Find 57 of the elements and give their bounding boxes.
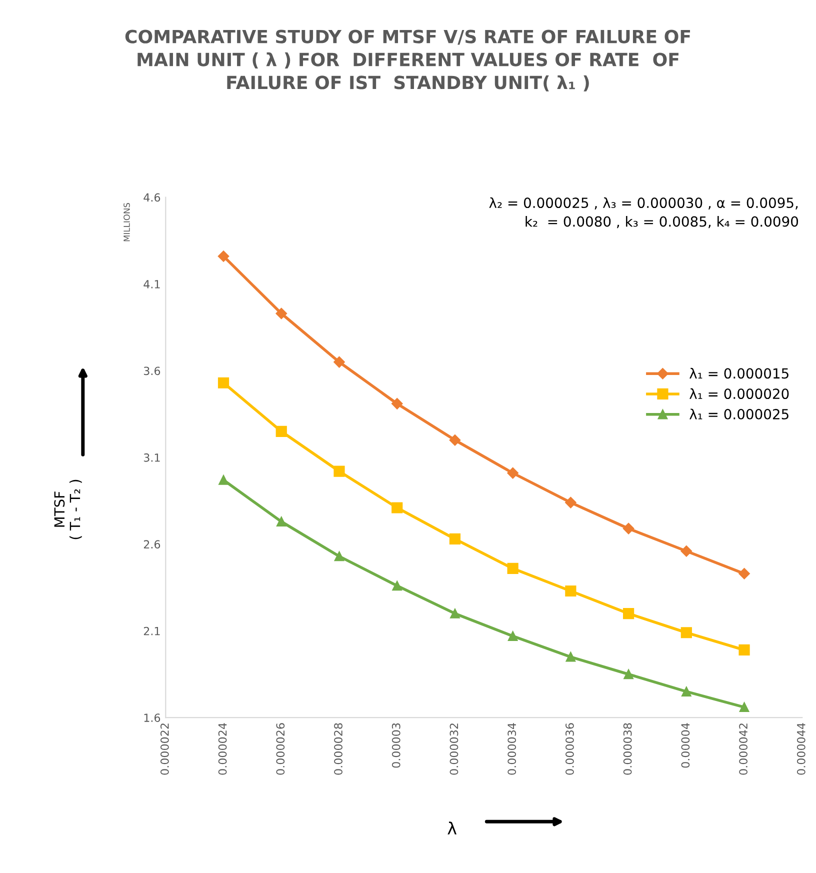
legend-label: λ₁ = 0.000020 (690, 388, 789, 400)
point (566, 652, 576, 662)
point (508, 631, 518, 641)
point (624, 669, 634, 680)
point (622, 522, 634, 534)
x-tick-label: 0.000032 (450, 724, 458, 775)
y-tick-label: 2.1 (144, 626, 160, 636)
x-tick-label: 0.000022 (160, 724, 169, 775)
point (450, 608, 460, 618)
x-tick-label: 0.000026 (276, 723, 285, 775)
x-tick-label: 0.00003 (392, 723, 400, 768)
point (738, 568, 750, 580)
point (391, 398, 403, 410)
point (334, 466, 345, 477)
point (392, 502, 403, 514)
point (507, 562, 518, 574)
x-tick-label: 0.00004 (681, 723, 690, 768)
y-tick-label: 4.1 (144, 280, 160, 288)
y-axis-title: MTSF ( T₁ - T₂ ) (54, 480, 82, 540)
point (738, 644, 750, 656)
point (680, 627, 692, 638)
point (682, 686, 692, 696)
point (334, 551, 344, 562)
point (276, 516, 286, 526)
point (565, 496, 576, 508)
point (334, 356, 345, 368)
y-tick-label: 3.1 (144, 453, 160, 462)
x-tick-label: 0.000024 (218, 723, 227, 775)
point (449, 533, 461, 545)
point (507, 467, 518, 479)
point (276, 426, 287, 437)
x-tick-label: 0.000042 (739, 724, 748, 775)
text: MILLIONS (124, 202, 130, 242)
y-tick-label: 1.6 (144, 714, 160, 722)
point (449, 434, 461, 446)
x-tick-label: 0.000036 (566, 723, 574, 775)
legend-label: λ₁ = 0.000015 (690, 368, 788, 379)
annotation: λ₂ = 0.000025 , λ₃ = 0.000030 , α = 0.0095, k₂ = 0.0080 , k₃ = 0.0085, k₄ = 0.0090 (489, 197, 798, 228)
y-tick-label: 3.6 (144, 366, 160, 376)
point (218, 250, 230, 262)
point (739, 702, 750, 712)
point (218, 475, 228, 485)
point (680, 546, 692, 557)
x-tick-label: 0.000044 (796, 723, 806, 775)
x-tick-label: 0.000038 (623, 723, 632, 775)
y-tick-label: 2.6 (144, 540, 160, 549)
point (622, 608, 634, 620)
x-tick-label: 0.000028 (334, 723, 342, 775)
x-tick-label: 0.000034 (508, 723, 516, 775)
point (565, 585, 576, 597)
x-axis-title: λ (448, 822, 456, 834)
point (276, 308, 287, 320)
point (392, 580, 402, 591)
point (218, 377, 230, 388)
chart-title: COMPARATIVE STUDY OF MTSF V/S RATE OF FAILURE OF MAIN UNIT ( λ ) FOR DIFFERENT VALUES OF RATE OF FAILURE OF IST STANDBY UNIT( λ₁ ) (125, 30, 690, 92)
legend-label: λ₁ = 0.000025 (690, 408, 788, 420)
y-tick-label: 4.6 (144, 193, 160, 202)
